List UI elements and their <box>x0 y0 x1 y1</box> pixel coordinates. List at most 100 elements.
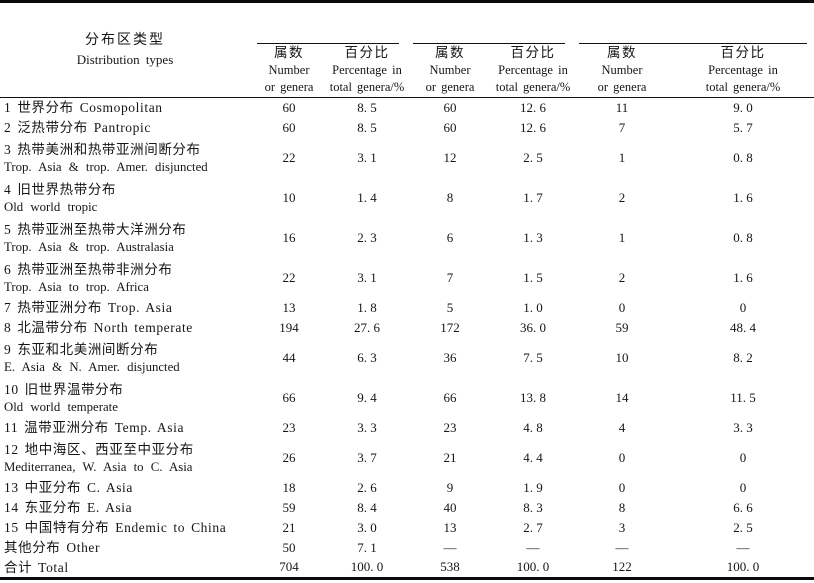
row-label: 其他分布 Other <box>4 540 101 555</box>
row-label: 10 旧世界温带分布 Old world temperate <box>4 381 124 414</box>
cell-value: 3. 1 <box>357 269 377 285</box>
cell-value: 9 <box>446 479 454 495</box>
cell-value: 3. 0 <box>357 519 377 535</box>
cell-value: 23 <box>443 419 457 435</box>
table-row-easia-namer-disjuncted: 9 东亚和北美洲间断分布 E. Asia & N. Amer. disjuncte… <box>0 338 814 378</box>
cell-value: 60 <box>443 119 457 135</box>
cell-value: 6. 6 <box>733 499 753 515</box>
cell-value: 60 <box>282 99 296 115</box>
subheader-number-shanxi: 属数 Number or genera <box>250 43 328 98</box>
table-row-e-asia: 14 东亚分布 E. Asia 59 8. 4 40 8. 3 8 6. 6 <box>0 498 814 518</box>
cell-value: 100. 0 <box>726 559 760 574</box>
cell-value: 1. 6 <box>733 189 753 205</box>
cell-value: 26 <box>282 449 296 465</box>
cell-value: 18 <box>282 479 296 495</box>
cell-value: 194 <box>279 319 299 335</box>
cell-value: 0 <box>739 449 747 465</box>
table-row-trop-asia: 7 热带亚洲分布 Trop. Asia 13 1. 8 5 1. 0 0 0 <box>0 298 814 318</box>
cell-value: 8 <box>618 499 626 515</box>
subheader-row: 属数 Number or genera 百分比 Percentage in to… <box>0 43 814 98</box>
cell-value: 36 <box>443 349 457 365</box>
cell-value: 0 <box>618 449 626 465</box>
cell-value: 3. 7 <box>357 449 377 465</box>
cell-value: 9. 0 <box>733 99 753 115</box>
table-row-temp-asia: 11 温带亚洲分布 Temp. Asia 23 3. 3 23 4. 8 4 3… <box>0 418 814 438</box>
cell-value: 6 <box>446 229 454 245</box>
cell-value: 1. 9 <box>523 479 543 495</box>
cell-value: 1. 5 <box>523 269 543 285</box>
cell-value: 44 <box>282 349 296 365</box>
cell-value: 0. 8 <box>733 229 753 245</box>
subheader-percent-shanxi: 百分比 Percentage in total genera/% <box>328 43 406 98</box>
row-label: 13 中亚分布 C. Asia <box>4 480 134 495</box>
table-row-endemic-to-china: 15 中国特有分布 Endemic to China 21 3. 0 13 2.… <box>0 518 814 538</box>
cell-value: 172 <box>440 319 460 335</box>
row-label: 5 热带亚洲至热带大洋洲分布 Trop. Asia & trop. Austral… <box>4 221 187 254</box>
cell-value: 7. 1 <box>357 539 377 555</box>
cell-value: 2. 5 <box>523 149 543 165</box>
cell-value: 2. 6 <box>357 479 377 495</box>
distribution-types-zh: 分布区类型 <box>85 33 165 48</box>
table-row-trop-asia-australasia: 5 热带亚洲至热带大洋洲分布 Trop. Asia & trop. Austral… <box>0 218 814 258</box>
subheader-percent-taiyue: 百分比 Percentage in total genera/% <box>494 43 572 98</box>
cell-value: 48. 4 <box>730 319 756 335</box>
col-group-lingkong <box>572 2 814 44</box>
cell-value: 16 <box>282 229 296 245</box>
cell-value: 10 <box>282 189 296 205</box>
cell-value: 1 <box>618 149 626 165</box>
cell-value: 2. 7 <box>523 519 543 535</box>
cell-value: 2. 5 <box>733 519 753 535</box>
cell-value: 40 <box>443 499 457 515</box>
cell-value: 1. 3 <box>523 229 543 245</box>
cell-value: 1. 7 <box>523 189 543 205</box>
table-row-c-asia: 13 中亚分布 C. Asia 18 2. 6 9 1. 9 0 0 <box>0 478 814 498</box>
cell-value: 5 <box>446 299 454 315</box>
cell-value: — <box>443 539 457 555</box>
cell-value: 122 <box>612 559 632 574</box>
cell-value: 2 <box>618 189 626 205</box>
group-header-row: 分布区类型 Distribution types <box>0 1 814 98</box>
row-label: 2 泛热带分布 Pantropic <box>4 120 151 135</box>
cell-value: 3. 1 <box>357 149 377 165</box>
cell-value: 2. 3 <box>357 229 377 245</box>
cell-value: 704 <box>279 559 299 574</box>
row-label: 12 地中海区、西亚至中亚分布 Mediterranea, W. Asia to … <box>4 441 194 474</box>
cell-value: 6. 3 <box>357 349 377 365</box>
subheader-number-taiyue: 属数 Number or genera <box>406 43 494 98</box>
distribution-types-header: 分布区类型 Distribution types <box>0 1 250 98</box>
cell-value: 3. 3 <box>357 419 377 435</box>
cell-value: — <box>736 539 750 555</box>
cell-value: 0 <box>739 479 747 495</box>
table-row-total: 合计 Total 704 100. 0 538 100. 0 122 100. … <box>0 558 814 579</box>
table-row-trop-amer-asia-disjuncted: 3 热带美洲和热带亚洲间断分布 Trop. Asia & trop. Amer. … <box>0 138 814 178</box>
cell-value: 7 <box>618 119 626 135</box>
subheader-number-lingkong: 属数 Number or genera <box>572 43 672 98</box>
cell-value: 1. 8 <box>357 299 377 315</box>
table-row-old-world-temperate: 10 旧世界温带分布 Old world temperate 66 9. 4 66… <box>0 378 814 418</box>
cell-value: 4 <box>618 419 626 435</box>
cell-value: 4. 4 <box>523 449 543 465</box>
cell-value: 538 <box>440 559 460 574</box>
cell-value: 21 <box>282 519 296 535</box>
cell-value: 60 <box>443 99 457 115</box>
row-label: 9 东亚和北美洲间断分布 E. Asia & N. Amer. disjuncte… <box>4 341 180 374</box>
row-label: 11 温带亚洲分布 Temp. Asia <box>4 420 185 435</box>
cell-value: 13. 8 <box>520 389 546 405</box>
cell-value: 22 <box>282 269 296 285</box>
cell-value: 1. 4 <box>357 189 377 205</box>
cell-value: 0 <box>739 299 747 315</box>
cell-value: 3. 3 <box>733 419 753 435</box>
cell-value: 0 <box>618 479 626 495</box>
cell-value: 5. 7 <box>733 119 753 135</box>
row-label: 4 旧世界热带分布 Old world tropic <box>4 181 117 214</box>
spanner-rule <box>257 42 399 44</box>
cell-value: 22 <box>282 149 296 165</box>
cell-value: 0 <box>618 299 626 315</box>
cell-value: 7 <box>446 269 454 285</box>
cell-value: 66 <box>443 389 457 405</box>
row-label: 8 北温带分布 North temperate <box>4 320 193 335</box>
cell-value: 100. 0 <box>516 559 550 574</box>
cell-value: — <box>615 539 629 555</box>
